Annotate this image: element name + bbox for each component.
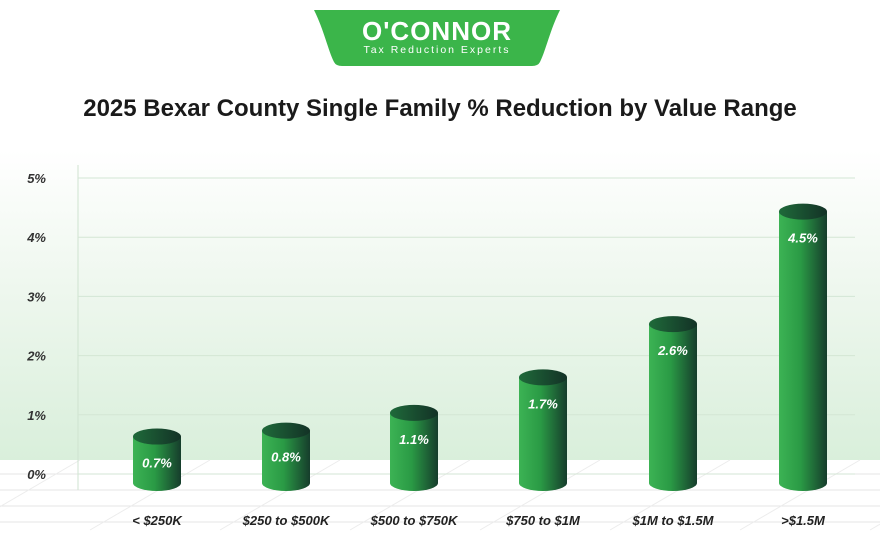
bar: [262, 430, 310, 491]
bar: [779, 211, 827, 491]
x-tick-label: $500 to $750K: [370, 513, 459, 528]
y-tick-label: 0%: [27, 467, 46, 482]
x-tick-label: $1M to $1.5M: [632, 513, 715, 528]
plot-background: [0, 150, 880, 460]
chart-title: 2025 Bexar County Single Family % Reduct…: [83, 95, 797, 122]
x-tick-label: $750 to $1M: [505, 513, 581, 528]
y-tick-label: 2%: [26, 349, 46, 364]
bar-top: [519, 369, 567, 386]
bar-top: [390, 404, 438, 421]
bar: [133, 436, 181, 491]
data-label: 2.6%: [657, 343, 688, 358]
bar-top: [262, 422, 310, 439]
x-tick-label: >$1.5M: [781, 513, 826, 528]
data-label: 0.8%: [271, 450, 301, 465]
bar-top: [133, 428, 181, 445]
x-tick-label: $250 to $500K: [242, 513, 331, 528]
y-tick-label: 1%: [27, 408, 46, 423]
logo-tagline: Tax Reduction Experts: [363, 44, 511, 56]
bar: [390, 412, 438, 491]
y-tick-label: 3%: [27, 289, 46, 304]
x-tick-label: < $250K: [132, 513, 183, 528]
y-tick-label: 5%: [27, 171, 46, 186]
bar: [519, 377, 567, 491]
bar-top: [779, 203, 827, 220]
logo-name: O'CONNOR: [362, 16, 512, 46]
bar: [649, 324, 697, 491]
y-tick-label: 4%: [26, 230, 46, 245]
data-label: 0.7%: [142, 456, 172, 471]
bar-top: [649, 316, 697, 333]
data-label: 1.7%: [528, 396, 558, 411]
oconnor-logo: [314, 10, 560, 66]
data-label: 1.1%: [399, 432, 429, 447]
data-label: 4.5%: [787, 231, 818, 246]
